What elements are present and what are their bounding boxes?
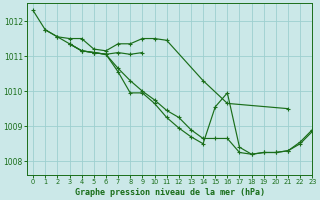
X-axis label: Graphe pression niveau de la mer (hPa): Graphe pression niveau de la mer (hPa)	[75, 188, 265, 197]
